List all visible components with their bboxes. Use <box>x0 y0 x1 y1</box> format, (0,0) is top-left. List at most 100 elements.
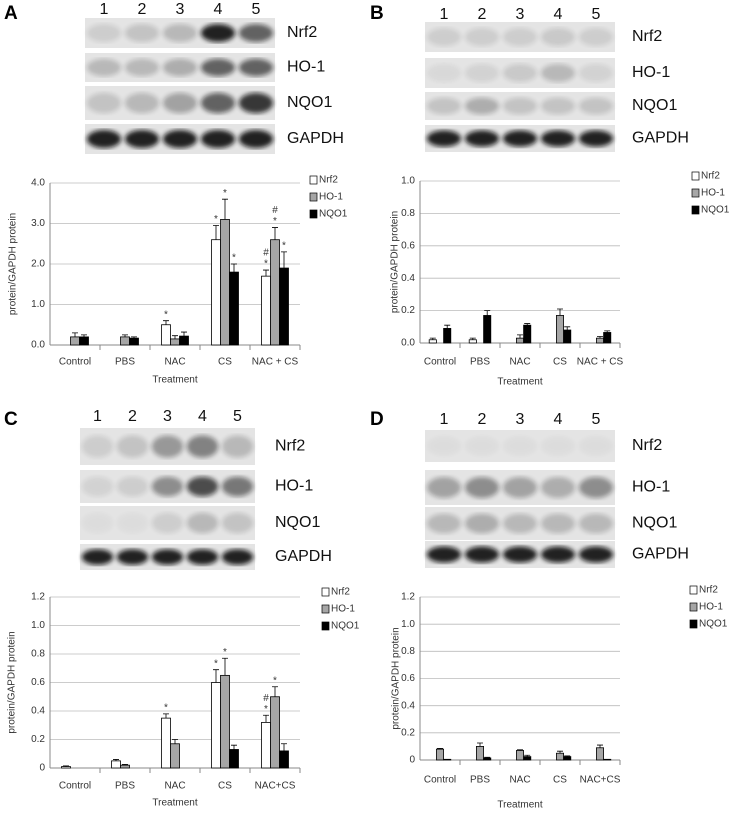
blot-band <box>540 64 576 82</box>
y-tick-label: 1.0 <box>401 176 415 187</box>
blot-label: GAPDH <box>275 548 332 565</box>
blot-label: Nrf2 <box>632 28 662 45</box>
bar <box>483 757 492 761</box>
legend-swatch <box>689 585 698 595</box>
blot-band <box>540 28 576 46</box>
blot-band <box>86 92 122 114</box>
bar <box>229 271 239 346</box>
blot-band <box>200 24 236 42</box>
x-tick-label: NAC + CS <box>252 357 299 368</box>
lane-label: 3 <box>163 408 172 425</box>
y-tick-label: 0.8 <box>401 646 415 657</box>
y-axis-label: protein/GAPDH protein <box>391 627 402 729</box>
bar <box>435 748 444 761</box>
y-tick-label: 0.6 <box>401 240 415 251</box>
bar <box>70 336 80 346</box>
y-tick-label: 0.6 <box>401 673 415 684</box>
blot-band <box>464 130 500 147</box>
y-tick-label: 0 <box>39 763 45 774</box>
bar <box>523 756 532 761</box>
blot-band <box>81 476 114 497</box>
x-tick-label: CS <box>218 781 232 792</box>
error-bar <box>272 227 278 240</box>
bar <box>516 750 525 761</box>
x-tick-label: NAC+CS <box>255 781 296 792</box>
significance-mark: * <box>282 240 286 251</box>
bar <box>120 336 130 346</box>
legend-label: HO-1 <box>701 188 725 199</box>
significance-mark: * <box>223 188 227 199</box>
lane-label: 2 <box>128 408 137 425</box>
significance-mark: * <box>232 253 236 264</box>
bar <box>443 758 452 761</box>
blot-band <box>502 546 538 563</box>
blot-band <box>464 477 500 498</box>
error-bar <box>172 739 178 744</box>
blot-band <box>427 436 461 455</box>
lane-label: 4 <box>554 411 563 428</box>
lane-label: 1 <box>93 408 102 425</box>
blot-band <box>151 549 184 565</box>
blot-band <box>200 92 236 114</box>
blot-band <box>502 130 538 147</box>
blot-band <box>238 58 274 77</box>
legend-swatch <box>691 171 700 181</box>
blot-band <box>426 546 462 563</box>
x-tick-label: NAC <box>509 357 530 368</box>
bar <box>111 760 121 769</box>
y-tick-label: 0.0 <box>31 340 45 351</box>
blot-band <box>426 477 462 498</box>
x-tick-label: CS <box>553 775 567 786</box>
blot-band <box>464 28 500 46</box>
significance-mark: # <box>263 248 269 259</box>
legend-label: Nrf2 <box>699 585 718 596</box>
error-bar <box>213 669 219 683</box>
legend-label: NQO1 <box>699 619 728 630</box>
x-tick-label: Control <box>59 781 91 792</box>
y-tick-label: 0.6 <box>31 677 45 688</box>
y-axis-label: protein/GAPDH protein <box>390 211 401 313</box>
significance-mark: * <box>264 259 268 270</box>
blot-band <box>578 64 614 82</box>
blot-band <box>464 97 500 115</box>
legend-swatch <box>689 602 698 612</box>
blot-label: GAPDH <box>632 130 689 147</box>
error-bar <box>444 324 451 329</box>
lane-label: 5 <box>592 411 601 428</box>
bar <box>563 756 572 761</box>
error-bar <box>524 754 531 757</box>
bar <box>229 749 239 769</box>
legend-swatch <box>309 209 318 219</box>
significance-mark: * <box>264 704 268 715</box>
bar <box>161 324 171 346</box>
error-bar <box>131 336 137 339</box>
error-bar <box>172 335 178 339</box>
blot-band <box>162 24 198 42</box>
error-bar <box>524 323 531 326</box>
bar <box>179 335 189 346</box>
blot-label: HO-1 <box>287 59 325 76</box>
error-bar <box>281 743 287 751</box>
x-tick-label: PBS <box>115 357 135 368</box>
significance-mark: * <box>214 658 218 669</box>
blot-band <box>162 58 198 77</box>
y-axis-label: protein/GAPDH protein <box>7 631 18 733</box>
blot-band <box>578 97 614 115</box>
error-bar <box>597 336 603 339</box>
blot-band <box>502 64 538 82</box>
y-axis-label: protein/GAPDH protein <box>8 213 19 315</box>
y-tick-label: 0.4 <box>31 706 45 717</box>
bar <box>603 758 612 761</box>
blot-band <box>426 130 462 147</box>
blot-band <box>186 435 219 458</box>
lane-label: 3 <box>516 411 525 428</box>
significance-mark: # <box>272 205 278 216</box>
legend-label: HO-1 <box>331 604 355 615</box>
blot-label: HO-1 <box>632 64 670 81</box>
blot-band <box>221 476 254 497</box>
x-tick-label: NAC <box>164 781 185 792</box>
blot-band <box>162 92 198 114</box>
legend-label: NQO1 <box>319 209 348 220</box>
error-bar <box>222 198 228 220</box>
lane-label: 5 <box>233 408 242 425</box>
